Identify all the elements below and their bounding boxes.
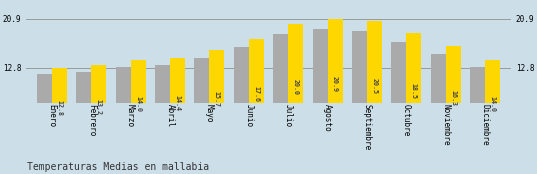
Text: 14.4: 14.4: [175, 95, 180, 111]
Text: 15.7: 15.7: [214, 92, 220, 108]
Bar: [352, 31, 367, 145]
Text: 16.3: 16.3: [451, 90, 456, 106]
Bar: [130, 60, 146, 145]
Bar: [209, 50, 224, 145]
Text: 18.5: 18.5: [411, 83, 417, 99]
Bar: [431, 54, 446, 145]
Bar: [407, 33, 422, 145]
Bar: [115, 67, 130, 145]
Bar: [446, 46, 461, 145]
Bar: [313, 29, 328, 145]
Bar: [273, 34, 288, 145]
Bar: [328, 18, 343, 145]
Bar: [155, 65, 170, 145]
Text: Temperaturas Medias en mallabia: Temperaturas Medias en mallabia: [27, 162, 209, 172]
Text: 12.8: 12.8: [56, 100, 62, 116]
Bar: [52, 68, 67, 145]
Bar: [391, 42, 407, 145]
Bar: [76, 72, 91, 145]
Text: 13.2: 13.2: [96, 99, 101, 115]
Text: 20.9: 20.9: [332, 76, 338, 92]
Bar: [288, 24, 303, 145]
Bar: [194, 58, 209, 145]
Text: 14.0: 14.0: [135, 96, 141, 112]
Bar: [367, 21, 382, 145]
Text: 20.5: 20.5: [372, 77, 378, 93]
Bar: [485, 60, 500, 145]
Bar: [37, 74, 52, 145]
Text: 17.6: 17.6: [253, 86, 259, 102]
Bar: [234, 47, 249, 145]
Bar: [249, 38, 264, 145]
Text: 14.0: 14.0: [490, 96, 496, 112]
Bar: [170, 58, 185, 145]
Text: 20.0: 20.0: [293, 79, 299, 95]
Bar: [91, 65, 106, 145]
Bar: [470, 67, 485, 145]
